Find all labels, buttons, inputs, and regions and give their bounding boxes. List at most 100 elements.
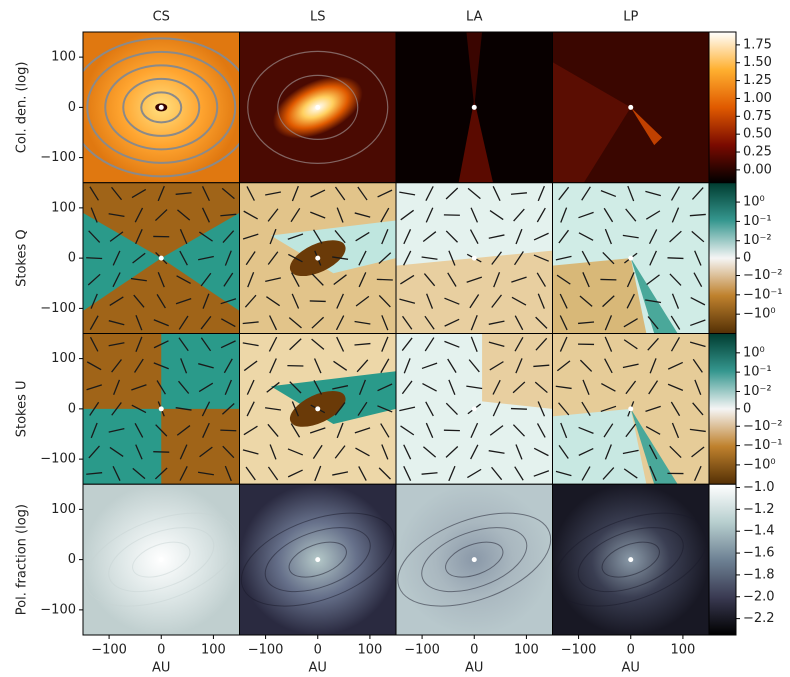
panel (396, 32, 553, 183)
vector-segment (511, 409, 527, 410)
panel (240, 334, 397, 485)
vector-segment (377, 279, 393, 280)
panel (72, 484, 250, 635)
colorbar-tick-label: 10⁰ (743, 195, 765, 210)
x-tick-label: −100 (248, 643, 284, 658)
colorbar (709, 32, 736, 183)
x-tick-label: 100 (671, 643, 696, 658)
y-tick-label: −100 (40, 452, 76, 467)
x-tick-label: 0 (314, 643, 322, 658)
panel (240, 32, 397, 183)
x-tick-label: −100 (91, 643, 127, 658)
colorbar-tick-label: −1.2 (743, 502, 775, 517)
colorbar-tick-label: −1.8 (743, 567, 775, 582)
y-tick-label: 0 (68, 100, 76, 115)
colorbar-tick-label: 10⁻¹ (743, 214, 772, 229)
center-source (628, 105, 633, 110)
row-label: Stokes Q (15, 229, 30, 287)
y-tick-label: −100 (40, 150, 76, 165)
x-tick-label: 0 (627, 643, 635, 658)
y-tick-label: −100 (40, 301, 76, 316)
colorbar-tick-label: 10⁻² (743, 384, 772, 399)
vector-segment (86, 258, 102, 259)
x-tick-label: 0 (157, 643, 165, 658)
y-tick-label: 0 (68, 251, 76, 266)
colorbar-tick-label: −1.6 (743, 546, 775, 561)
colorbar-tick-label: 10⁻¹ (743, 365, 772, 380)
panel (229, 484, 407, 635)
colorbar-tick-label: −2.0 (743, 589, 775, 604)
center-source (159, 406, 164, 411)
x-axis-label: AU (465, 661, 483, 676)
panel (83, 183, 240, 334)
center-source (159, 105, 164, 110)
colorbar-tick-label: 0.00 (743, 162, 772, 177)
panel (69, 32, 253, 183)
center-source (628, 256, 633, 261)
colorbar-tick-label: −1.0 (743, 480, 775, 495)
colorbar-tick-label: −10⁰ (743, 307, 776, 322)
row-label: Stokes U (15, 380, 30, 437)
colorbar (709, 334, 736, 485)
panel (385, 484, 563, 635)
figure: CS LS LA LP Col. den. (log) 100 0 −100 0.00 0.25 0… (0, 0, 790, 677)
column-title: LP (623, 10, 638, 25)
center-source (472, 105, 477, 110)
panel (542, 484, 720, 635)
colorbar-tick-label: −1.4 (743, 524, 775, 539)
y-tick-label: −100 (40, 602, 76, 617)
center-source (315, 105, 320, 110)
center-source (315, 406, 320, 411)
center-source (472, 406, 477, 411)
colorbar-tick-label: 0 (743, 251, 751, 266)
column-title: CS (153, 10, 170, 25)
colorbar (709, 183, 736, 334)
x-tick-label: 100 (358, 643, 383, 658)
colorbar-tick-label: −10⁻¹ (743, 438, 783, 453)
panel-region (553, 409, 647, 484)
x-tick-label: 100 (514, 643, 539, 658)
y-tick-label: 100 (51, 50, 76, 65)
colorbar-tick-label: −10⁰ (743, 457, 776, 472)
x-tick-label: 0 (470, 643, 478, 658)
colorbar-tick-label: −10⁻² (743, 419, 783, 434)
center-source (472, 557, 477, 562)
row-label: Pol. fraction (log) (15, 504, 30, 615)
center-source (315, 256, 320, 261)
center-source (159, 557, 164, 562)
column-title: LA (466, 10, 483, 25)
column-title: LS (310, 10, 326, 25)
colorbar-tick-label: 0.50 (743, 127, 772, 142)
panel (83, 334, 240, 485)
colorbar-tick-label: −10⁻² (743, 268, 783, 283)
colorbar-tick-label: 0 (743, 401, 751, 416)
panel (553, 32, 710, 183)
x-tick-label: −100 (561, 643, 597, 658)
x-tick-label: 100 (201, 643, 226, 658)
panel (396, 334, 553, 485)
x-axis-label: AU (152, 661, 170, 676)
x-axis-label: AU (309, 661, 327, 676)
colorbar-tick-label: −10⁻¹ (743, 287, 783, 302)
panel (396, 183, 553, 334)
center-source (628, 406, 633, 411)
colorbar-tick-label: 1.50 (743, 55, 772, 70)
x-tick-label: −100 (404, 643, 440, 658)
center-source (628, 557, 633, 562)
colorbar-tick-label: 1.75 (743, 37, 772, 52)
panel (240, 183, 397, 334)
center-source (472, 256, 477, 261)
colorbar-tick-label: 10⁰ (743, 345, 765, 360)
y-tick-label: 0 (68, 401, 76, 416)
vector-segment (667, 258, 683, 259)
row-label: Col. den. (log) (15, 62, 30, 154)
y-tick-label: 100 (51, 351, 76, 366)
colorbar-tick-label: 1.25 (743, 73, 772, 88)
colorbar (709, 484, 736, 635)
center-source (159, 256, 164, 261)
vector-segment (220, 430, 236, 431)
y-tick-label: 100 (51, 502, 76, 517)
panel (553, 183, 710, 334)
panel (553, 334, 710, 485)
colorbar-tick-label: 0.25 (743, 145, 772, 160)
